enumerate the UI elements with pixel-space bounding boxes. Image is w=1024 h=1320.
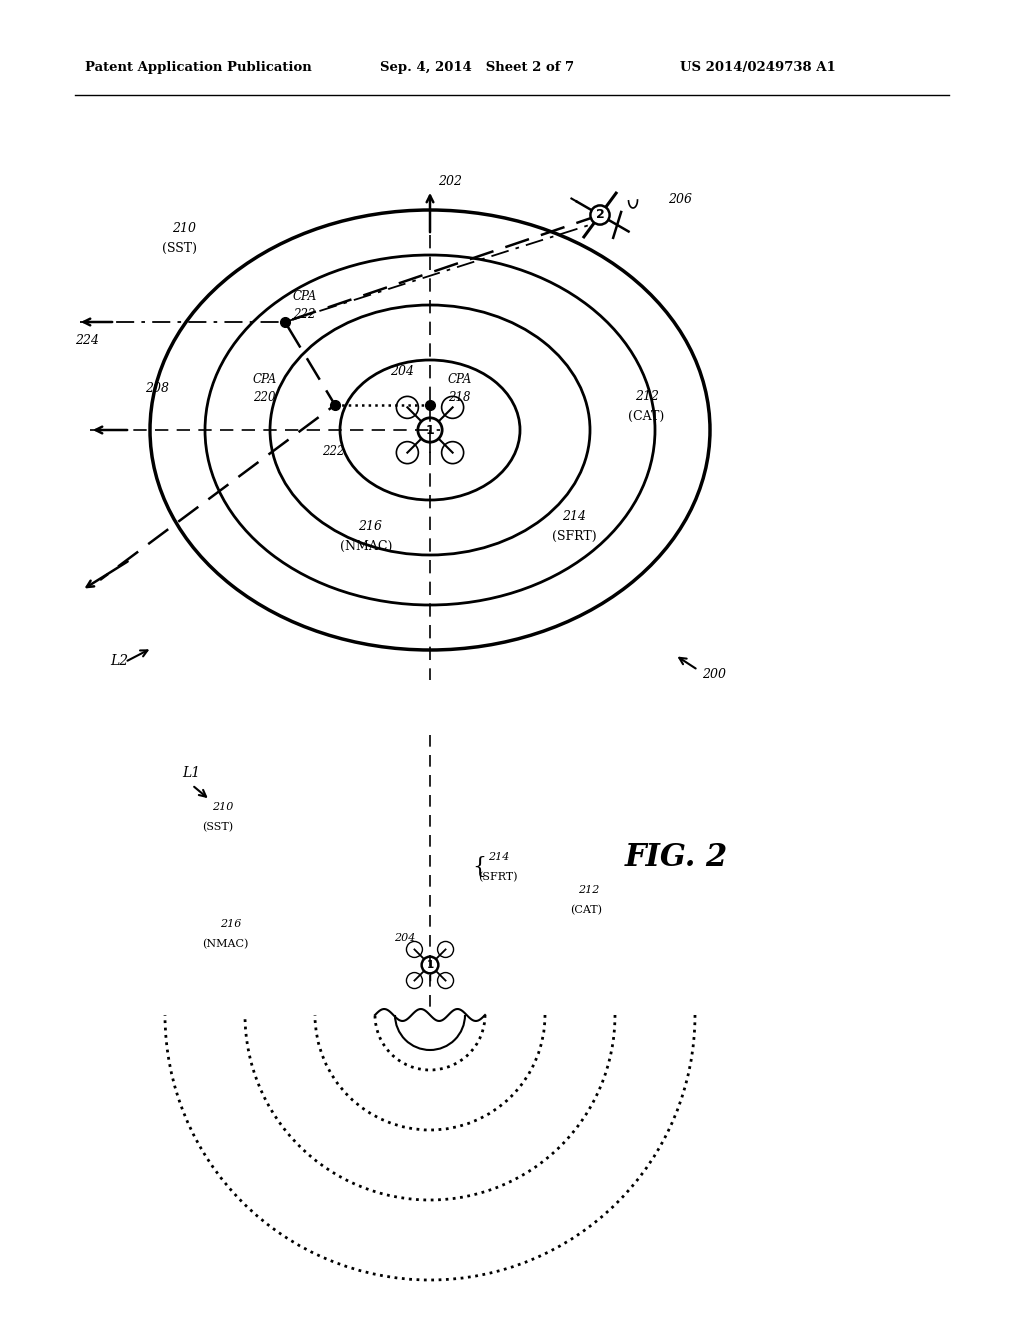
Text: 208: 208 bbox=[145, 381, 169, 395]
Text: US 2014/0249738 A1: US 2014/0249738 A1 bbox=[680, 62, 836, 74]
Text: 204: 204 bbox=[390, 366, 414, 378]
Text: 224: 224 bbox=[75, 334, 99, 347]
Text: 210: 210 bbox=[172, 222, 196, 235]
Text: 218: 218 bbox=[449, 391, 470, 404]
Text: Sep. 4, 2014   Sheet 2 of 7: Sep. 4, 2014 Sheet 2 of 7 bbox=[380, 62, 574, 74]
Text: 220: 220 bbox=[253, 391, 275, 404]
Text: 216: 216 bbox=[220, 919, 242, 929]
Text: Patent Application Publication: Patent Application Publication bbox=[85, 62, 311, 74]
Text: (SFRT): (SFRT) bbox=[478, 871, 517, 882]
Text: 222: 222 bbox=[293, 308, 315, 321]
Text: 1: 1 bbox=[426, 424, 434, 437]
Text: 210: 210 bbox=[212, 803, 233, 812]
Text: L2: L2 bbox=[110, 653, 128, 668]
Text: (SFRT): (SFRT) bbox=[552, 531, 597, 543]
Text: 204: 204 bbox=[394, 933, 416, 942]
Text: {: { bbox=[472, 855, 486, 878]
Text: CPA: CPA bbox=[293, 290, 317, 304]
Text: CPA: CPA bbox=[253, 374, 278, 385]
Text: 200: 200 bbox=[702, 668, 726, 681]
Text: (NMAC): (NMAC) bbox=[202, 939, 249, 949]
Text: 214: 214 bbox=[488, 851, 509, 862]
Text: 1: 1 bbox=[426, 960, 433, 970]
Text: L1: L1 bbox=[182, 766, 200, 780]
Text: 216: 216 bbox=[358, 520, 382, 533]
Text: 214: 214 bbox=[562, 510, 586, 523]
Text: CPA: CPA bbox=[449, 374, 472, 385]
Text: (CAT): (CAT) bbox=[628, 411, 665, 422]
Text: 2: 2 bbox=[596, 209, 604, 222]
Circle shape bbox=[591, 206, 609, 224]
Text: 212: 212 bbox=[635, 389, 659, 403]
Text: (NMAC): (NMAC) bbox=[340, 540, 392, 553]
Text: 212: 212 bbox=[578, 884, 599, 895]
Text: 202: 202 bbox=[438, 176, 462, 187]
Text: 222: 222 bbox=[322, 445, 344, 458]
Text: 206: 206 bbox=[668, 193, 692, 206]
Text: (SST): (SST) bbox=[202, 821, 233, 832]
Text: FIG. 2: FIG. 2 bbox=[625, 842, 728, 873]
Text: (SST): (SST) bbox=[162, 242, 197, 255]
Text: (CAT): (CAT) bbox=[570, 904, 602, 915]
